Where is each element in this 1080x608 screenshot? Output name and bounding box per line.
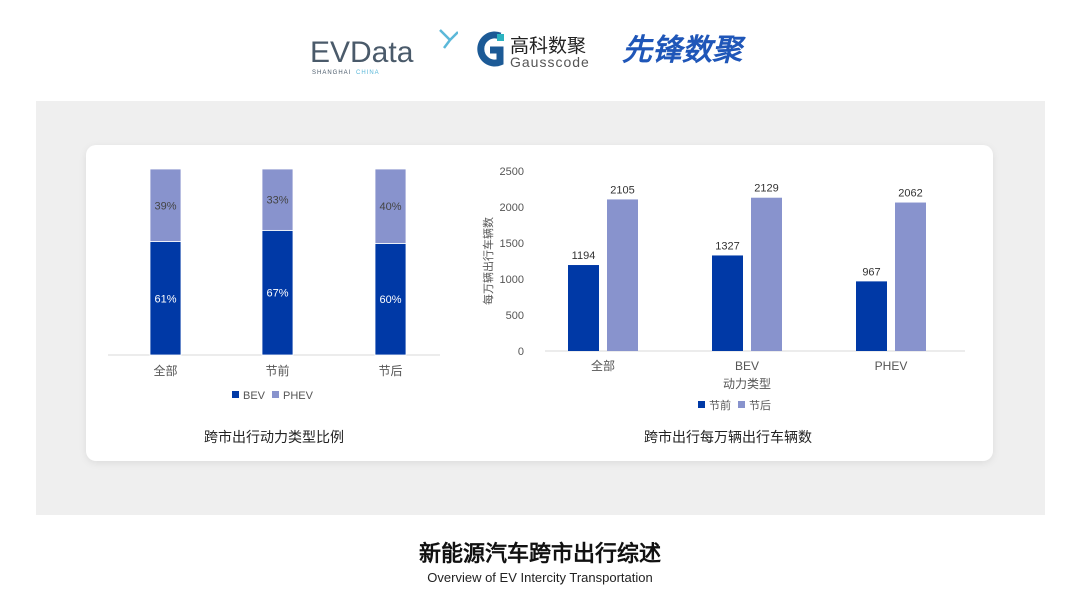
legend-label: 节后 [749,399,771,412]
page-subtitle: Overview of EV Intercity Transportation [427,570,653,585]
data-label: 67% [266,288,288,300]
x-tick-label: BEV [735,359,759,373]
y-axis-title: 每万辆出行车辆数 [481,217,495,305]
y-tick-label: 0 [518,346,524,358]
chart-card [86,145,993,461]
y-tick-label: 2000 [500,202,524,214]
bar-bev [374,242,407,356]
logo-bar: EVData SHANGHAI CHINA 高科数聚 Gausscode 先锋数… [0,26,1080,76]
legend-swatch [232,391,239,398]
data-label: 40% [379,201,401,213]
legend-swatch [738,401,745,408]
gausscode-logo: 高科数聚 Gausscode [477,31,590,70]
y-tick-label: 1500 [500,238,524,250]
bar-before [712,255,743,351]
data-label: 2129 [754,183,778,195]
bar-phev [261,168,294,231]
bar-phev [149,168,182,242]
data-label: 61% [154,293,176,305]
legend-swatch [698,401,705,408]
y-tick-label: 500 [506,310,524,322]
data-label: 2062 [898,188,922,200]
svg-text:Gausscode: Gausscode [510,54,590,70]
data-label: 967 [862,266,880,278]
x-tick-label: 节前 [265,363,289,378]
y-tick-label: 1000 [500,274,524,286]
bar-after [895,202,926,351]
x-tick-label: PHEV [875,359,908,373]
y-tick-label: 2500 [500,166,524,178]
bar-bev [149,241,182,356]
svg-text:先锋数聚: 先锋数聚 [622,33,746,68]
bar-bev [261,229,294,356]
bar-phev [374,168,407,244]
chart-title: 跨市出行每万辆出行车辆数 [644,429,812,445]
svg-text:EVData: EVData [310,36,414,69]
xianfeng-logo: 先锋数聚 [622,33,746,68]
legend-label: 节前 [709,398,731,412]
data-label: 2105 [610,184,634,196]
x-tick-label: 全部 [591,358,615,373]
x-tick-label: 节后 [378,364,402,378]
svg-text:SHANGHAI: SHANGHAI [312,70,351,76]
data-label: 33% [266,195,288,207]
bar-after [607,199,638,351]
svg-text:CHINA: CHINA [356,70,380,76]
data-label: 1194 [572,250,596,262]
x-axis-title: 动力类型 [723,377,771,391]
bar-after [751,197,782,351]
legend-label: BEV [243,390,266,402]
evdata-logo: EVData SHANGHAI CHINA [310,29,458,76]
page-title: 新能源汽车跨市出行综述 [418,542,661,567]
data-label: 1327 [715,240,739,252]
chart-title: 跨市出行动力类型比例 [204,429,344,445]
data-label: 60% [379,294,401,306]
svg-text:高科数聚: 高科数聚 [510,35,586,57]
bar-before [856,281,887,351]
x-tick-label: 全部 [153,363,177,378]
data-label: 39% [154,200,176,212]
legend-swatch [272,391,279,398]
legend-label: PHEV [283,390,314,402]
bar-before [568,265,599,351]
